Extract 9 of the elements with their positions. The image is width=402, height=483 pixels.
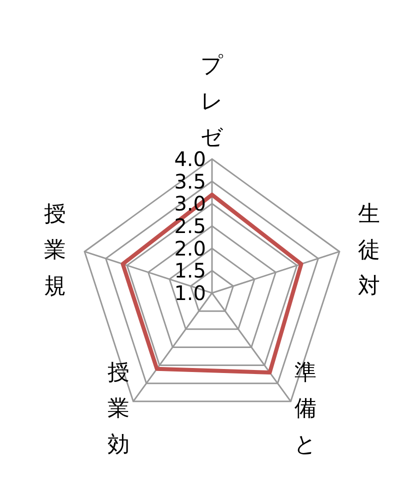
spoke-label: 準備と bbox=[294, 360, 317, 458]
y-tick-label: 1.0 bbox=[174, 281, 206, 305]
spoke-label: 授業規 bbox=[44, 202, 66, 299]
spoke-label: 生徒対 bbox=[358, 202, 380, 299]
y-tick-label: 2.5 bbox=[174, 214, 206, 238]
y-tick-label: 2.0 bbox=[174, 236, 206, 260]
y-tick-label: 3.5 bbox=[174, 169, 206, 194]
spoke-label: 授業効 bbox=[108, 360, 130, 458]
y-tick-label: 1.5 bbox=[174, 258, 206, 283]
